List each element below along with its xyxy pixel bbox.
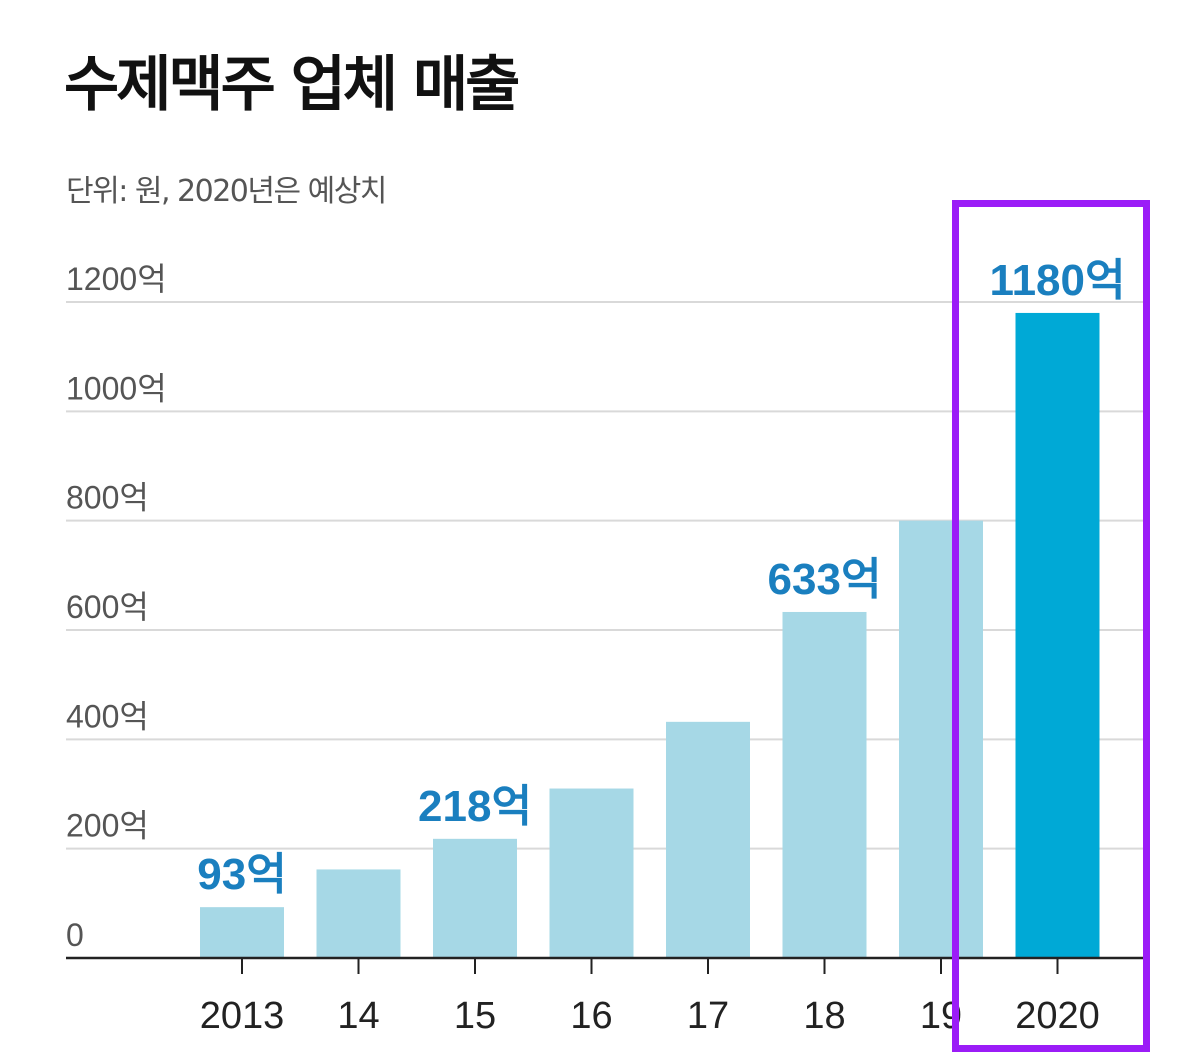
y-tick-label: 800억 bbox=[66, 480, 149, 516]
bar bbox=[899, 520, 983, 958]
x-tick-label: 19 bbox=[920, 995, 962, 1037]
data-label: 1180억 bbox=[990, 256, 1126, 305]
data-label: 633억 bbox=[768, 555, 882, 604]
x-tick-label: 17 bbox=[687, 995, 729, 1037]
bars bbox=[200, 312, 1100, 958]
bar bbox=[200, 907, 284, 958]
x-tick-label: 16 bbox=[570, 995, 612, 1037]
x-axis: 2013 14 15 16 17 18 19 2020 bbox=[66, 956, 1145, 1037]
x-tick-label: 14 bbox=[337, 995, 379, 1037]
bar bbox=[316, 869, 401, 958]
x-tick-label: 2020 bbox=[1015, 995, 1100, 1037]
y-tick-label: 600억 bbox=[66, 589, 149, 625]
x-tick-label: 2013 bbox=[200, 995, 285, 1037]
y-tick-label: 1000억 bbox=[66, 370, 167, 406]
y-tick-label: 400억 bbox=[66, 698, 149, 734]
data-labels: 93억 218억 633억 1180억 bbox=[197, 256, 1125, 899]
y-tick-label: 200억 bbox=[66, 808, 149, 844]
data-label: 93억 bbox=[197, 850, 286, 899]
chart-subtitle: 단위: 원, 2020년은 예상치 bbox=[66, 174, 387, 209]
y-tick-label: 0 bbox=[66, 917, 84, 953]
bar bbox=[666, 721, 750, 958]
x-tick-label: 18 bbox=[803, 995, 845, 1037]
data-label: 218억 bbox=[418, 782, 532, 831]
y-tick-label: 1200억 bbox=[66, 261, 167, 297]
bar bbox=[782, 611, 867, 958]
chart-title: 수제맥주 업체 매출 bbox=[64, 50, 520, 120]
bar bbox=[549, 788, 634, 958]
bar bbox=[1015, 312, 1100, 958]
x-tick-label: 15 bbox=[454, 995, 496, 1037]
bar bbox=[433, 838, 517, 958]
